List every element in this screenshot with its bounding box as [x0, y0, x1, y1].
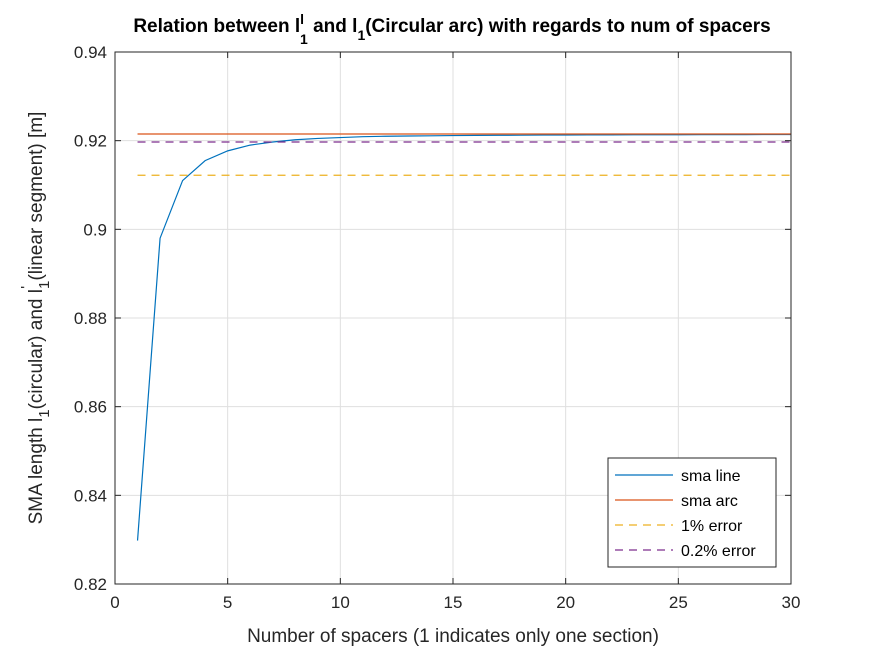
ylabel-part3: (linear segment) [m]	[26, 112, 47, 286]
x-tick-label: 20	[556, 593, 575, 612]
series-group	[136, 133, 792, 541]
title-sub1: 1	[300, 31, 308, 47]
x-tick-label: 25	[669, 593, 688, 612]
ylabel-sub2: 1	[36, 281, 53, 289]
legend-label: sma line	[681, 468, 741, 485]
ticks: 0 5 10 15 20 25 30 0.82 0.84 0.86 0.88 0.9 0.92 0.94	[74, 43, 801, 612]
x-tick-label: 15	[444, 593, 463, 612]
legend-label: 0.2% error	[681, 543, 756, 560]
x-axis-label: Number of spacers (1 indicates only one …	[247, 626, 659, 647]
grid	[115, 52, 791, 584]
y-tick-label: 0.88	[74, 309, 107, 328]
chart-title: Relation between ll 1 and l1(Circular arc…	[133, 11, 770, 47]
x-tick-label: 0	[110, 593, 119, 612]
ylabel-part1: SMA length l	[26, 418, 47, 525]
y-tick-label: 0.86	[74, 398, 107, 417]
title-middle: and l	[308, 16, 358, 37]
y-axis-label: SMA length l1(circular) and l1' (linear …	[18, 112, 53, 525]
ylabel-part2: (circular) and l	[26, 289, 47, 409]
title-prefix: Relation between l	[133, 16, 300, 37]
title-suffix: (Circular arc) with regards to num of sp…	[365, 16, 770, 37]
legend-label: sma arc	[681, 493, 738, 510]
legend-label: 1% error	[681, 518, 743, 535]
y-tick-label: 0.94	[74, 43, 107, 62]
legend-box	[607, 457, 777, 568]
title-sup: l	[300, 11, 304, 27]
legend: sma line sma arc 1% error 0.2% error	[607, 457, 777, 568]
ylabel-sup: '	[18, 286, 35, 289]
y-tick-label: 0.9	[83, 220, 107, 239]
y-tick-label: 0.84	[74, 486, 107, 505]
x-tick-label: 10	[331, 593, 350, 612]
ylabel-sub1: 1	[36, 409, 53, 417]
title-sub2: 1	[357, 27, 365, 43]
x-tick-label: 5	[223, 593, 232, 612]
y-tick-label: 0.92	[74, 132, 107, 151]
y-tick-label: 0.82	[74, 575, 107, 594]
x-tick-label: 30	[782, 593, 801, 612]
series-line-sma-line	[136, 133, 792, 541]
